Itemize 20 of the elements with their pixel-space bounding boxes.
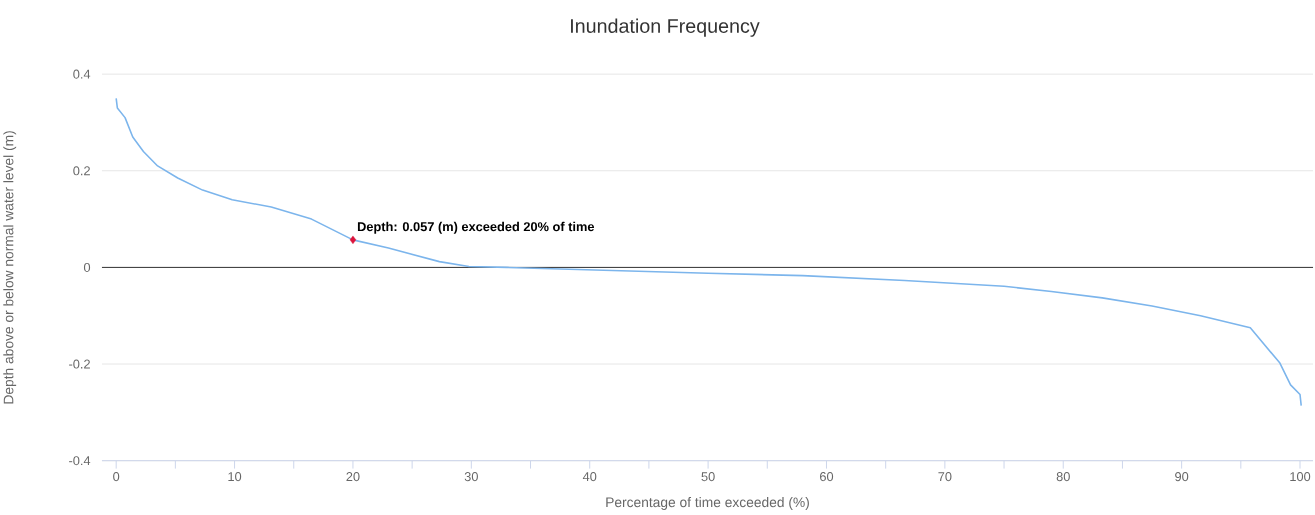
y-tick-label: 0.2 [73,166,90,176]
x-tick-label: 20 [346,472,360,482]
x-tick-label: 50 [701,472,715,482]
x-tick-label: 60 [820,472,834,482]
x-tick-label: 80 [1056,472,1070,482]
x-tick-label: 100 [1290,472,1311,482]
chart-title: Inundation Frequency [571,18,760,37]
x-tick-label: 0 [113,472,120,482]
y-tick-label: 0 [83,262,91,272]
x-tick-label: 10 [228,472,242,482]
x-tick-label: 90 [1175,472,1189,482]
y-tick-label: -0.2 [69,359,90,369]
x-axis-title: Percentage of time exceeded (%) [606,496,809,510]
y-tick-label: 0.4 [73,69,91,79]
x-tick-label: 30 [464,472,478,482]
x-tick-label: 40 [582,472,597,482]
y-tick-label: -0.4 [69,456,91,466]
x-tick-label: 70 [938,472,952,482]
annotation: Depth: 0.057 (m) exceeded 20% of time [357,221,595,234]
y-axis-title: Depth above or below normal water level (m) [3,131,17,404]
